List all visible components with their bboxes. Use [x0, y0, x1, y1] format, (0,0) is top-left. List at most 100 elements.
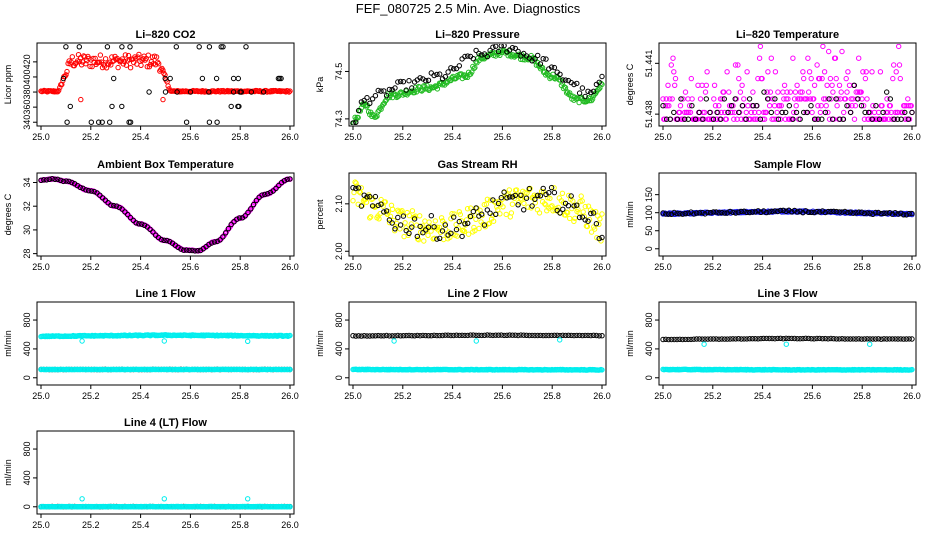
panel-title: Li–820 Pressure [435, 29, 519, 41]
data-point [57, 177, 64, 184]
data-point [775, 335, 781, 342]
x-tick-label: 25.0 [344, 391, 362, 401]
data-point [776, 103, 783, 109]
data-point [665, 82, 671, 89]
data-point [228, 103, 234, 110]
data-point [584, 223, 591, 230]
data-point [281, 178, 288, 184]
data-point [437, 332, 443, 339]
data-point [217, 237, 223, 243]
y-axis-label: ml/min [625, 330, 635, 357]
data-point [579, 85, 586, 91]
data-point [470, 332, 476, 338]
data-point [671, 69, 677, 75]
data-point [158, 236, 165, 243]
data-point [864, 210, 870, 216]
panel-title: Sample Flow [754, 159, 822, 171]
data-point [403, 87, 409, 93]
data-point [784, 89, 790, 95]
data-point [872, 209, 879, 216]
data-point [537, 332, 544, 339]
data-point [697, 96, 704, 102]
data-point [471, 65, 477, 72]
data-point [133, 220, 139, 226]
data-point [515, 202, 521, 208]
data-point [421, 238, 427, 244]
data-point [542, 201, 548, 207]
data-point [529, 332, 535, 339]
data-point [780, 336, 786, 342]
data-point [596, 235, 602, 242]
data-point [851, 116, 858, 122]
data-point [819, 336, 826, 342]
data-point [116, 204, 123, 211]
data-point [83, 187, 89, 193]
data-point [783, 208, 789, 215]
panel-title: Line 2 Flow [448, 288, 508, 300]
data-point [353, 180, 359, 186]
data-point [465, 53, 471, 59]
data-point [262, 191, 268, 198]
x-tick-label: 25.0 [344, 262, 362, 272]
data-point [783, 341, 789, 347]
data-point [908, 103, 914, 109]
data-point [811, 82, 818, 89]
chart-panel-7: Line 1 Flow 25.0 25.2 25.4 25.6 25.8 26.0 0 400 8… [3, 288, 299, 401]
chart-panel-1: Li–820 CO2 25.0 25.2 25.4 25.6 25.8 26.0 340360… [3, 29, 299, 142]
data-point [783, 335, 789, 341]
data-point [861, 210, 868, 217]
data-point [738, 208, 744, 215]
data-point [839, 209, 845, 215]
data-point [752, 336, 758, 342]
x-tick-label: 25.8 [543, 132, 561, 142]
data-point [425, 224, 432, 230]
data-point [350, 120, 356, 125]
data-point [744, 69, 750, 75]
data-point [535, 52, 541, 59]
y-tick-label: 2.00 [334, 242, 344, 260]
data-point [60, 178, 67, 185]
data-point [557, 210, 563, 216]
data-point [99, 119, 105, 125]
data-point [682, 210, 689, 217]
x-tick-label: 25.0 [654, 391, 672, 401]
data-point [685, 336, 691, 343]
data-point [79, 338, 85, 344]
data-point [521, 207, 527, 213]
plot-frame [36, 42, 295, 127]
data-point [85, 188, 92, 194]
data-point [672, 75, 679, 82]
data-point [817, 109, 824, 116]
data-point [164, 237, 170, 244]
data-point [234, 216, 240, 222]
data-point [780, 207, 786, 214]
data-point [863, 69, 869, 75]
data-point [660, 103, 666, 109]
data-point [111, 75, 117, 82]
data-point [841, 109, 847, 116]
data-point [826, 96, 832, 102]
y-tick-label: 150 [644, 187, 654, 202]
data-point [906, 103, 912, 109]
data-point [663, 116, 670, 122]
data-point [889, 116, 895, 122]
x-tick-label: 25.6 [494, 391, 512, 401]
data-point [363, 199, 370, 205]
data-point [790, 116, 796, 122]
data-point [750, 103, 756, 109]
data-point [465, 220, 471, 227]
data-point [777, 116, 784, 122]
x-tick-label: 26.0 [593, 391, 611, 401]
data-point [375, 332, 381, 339]
data-point [592, 226, 598, 232]
data-point [389, 206, 396, 213]
data-point [278, 75, 284, 82]
data-point [135, 54, 141, 60]
data-point [350, 185, 356, 191]
data-point [521, 200, 527, 207]
data-point [590, 210, 597, 216]
data-point [781, 82, 788, 89]
data-point [46, 176, 53, 183]
data-point [567, 90, 573, 96]
data-point [248, 206, 254, 212]
